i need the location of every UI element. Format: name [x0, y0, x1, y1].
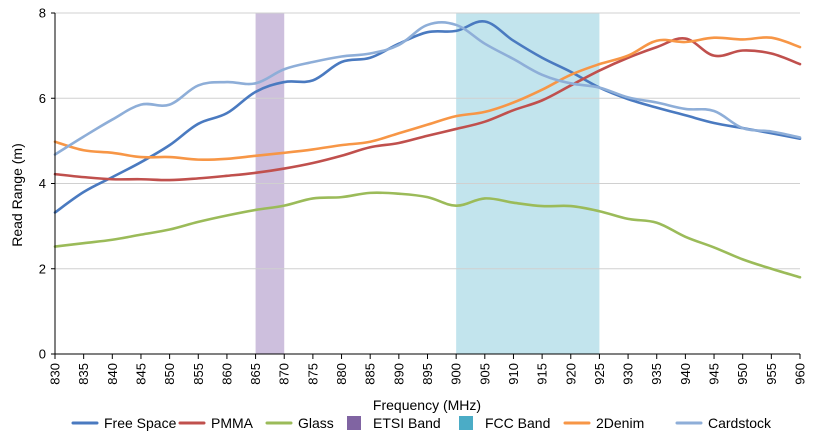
y-axis-title: Read Range (m) — [9, 143, 25, 247]
legend-label: PMMA — [211, 415, 254, 431]
x-tick-label: 930 — [621, 363, 636, 385]
series-line-cardstock — [53, 21, 802, 156]
x-tick-label: 830 — [48, 363, 63, 385]
x-tick-label: 875 — [305, 363, 320, 385]
x-tick-label: 905 — [477, 363, 492, 385]
x-tick-label: 910 — [506, 363, 521, 385]
axes-layer: 0 2 4 6 8 830 835 840 845 850 855 860 865 870 875 880 88… — [39, 6, 808, 385]
x-tick-label: 895 — [420, 363, 435, 385]
legend-label: Glass — [298, 415, 334, 431]
legend-label: 2Denim — [596, 415, 644, 431]
legend-label: FCC Band — [485, 415, 550, 431]
x-tick-label: 935 — [649, 363, 664, 385]
y-tick-label: 0 — [39, 347, 46, 362]
legend-label: Free Space — [104, 415, 177, 431]
series-line-glass — [53, 191, 802, 279]
legend-swatch — [459, 416, 473, 430]
x-tick-label: 840 — [105, 363, 120, 385]
x-tick-label: 885 — [363, 363, 378, 385]
x-tick-label: 870 — [277, 363, 292, 385]
x-tick-label: 860 — [219, 363, 234, 385]
x-tick-label: 845 — [133, 363, 148, 385]
legend: Free Space PMMA Glass ETSI Band FCC Band 2Den… — [71, 415, 772, 431]
x-tick-label: 955 — [764, 363, 779, 385]
x-tick-label: 865 — [248, 363, 263, 385]
grid-layer — [55, 12, 800, 270]
y-tick-label: 4 — [39, 176, 46, 191]
y-tick-label: 2 — [39, 261, 46, 276]
series-line-free-space — [53, 20, 802, 214]
series-line-pmma — [53, 37, 802, 182]
series-layer — [53, 20, 802, 279]
legend-label: Cardstock — [708, 415, 772, 431]
x-tick-label: 855 — [191, 363, 206, 385]
x-tick-label: 925 — [592, 363, 607, 385]
x-tick-label: 950 — [735, 363, 750, 385]
x-tick-label: 960 — [793, 363, 808, 385]
legend-swatch — [347, 416, 361, 430]
x-tick-label: 835 — [76, 363, 91, 385]
x-tick-label: 915 — [535, 363, 550, 385]
x-tick-label: 880 — [334, 363, 349, 385]
x-axis-title: Frequency (MHz) — [373, 397, 481, 413]
x-tick-label: 920 — [563, 363, 578, 385]
x-tick-label: 900 — [449, 363, 464, 385]
y-tick-label: 8 — [39, 6, 46, 21]
x-tick-label: 850 — [162, 363, 177, 385]
x-tick-label: 945 — [707, 363, 722, 385]
y-tick-label: 6 — [39, 91, 46, 106]
x-tick-label: 940 — [678, 363, 693, 385]
x-tick-label: 890 — [391, 363, 406, 385]
series-line-2denim — [53, 36, 802, 162]
legend-label: ETSI Band — [373, 415, 441, 431]
